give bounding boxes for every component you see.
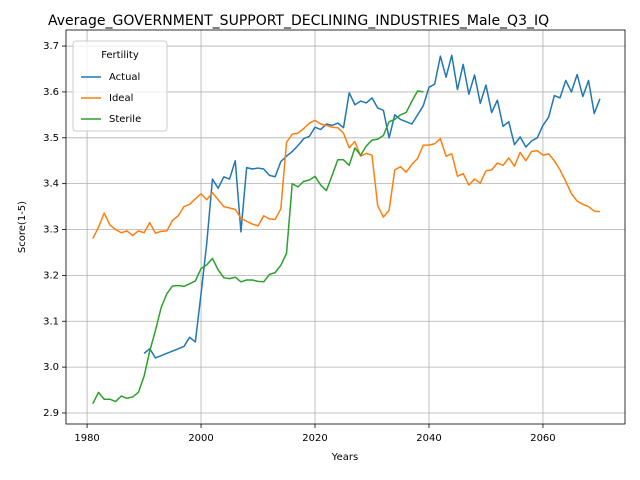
legend-label: Ideal: [109, 93, 133, 104]
data-line: [92, 119, 600, 240]
legend-label: Sterile: [109, 114, 141, 125]
y-tick-label: 3.6: [43, 87, 59, 98]
y-tick-label: 2.9: [43, 408, 59, 419]
y-tick-label: 3.4: [43, 179, 59, 190]
legend-label: Actual: [109, 72, 140, 83]
x-tick-label: 1980: [74, 433, 99, 444]
plot-frame: [65, 29, 626, 425]
data-line: [92, 90, 424, 405]
y-tick-label: 3.1: [43, 316, 59, 327]
y-tick-label: 3.7: [43, 41, 59, 52]
legend-title: Fertility: [101, 50, 139, 61]
y-tick-label: 3.2: [43, 270, 59, 281]
x-tick-label: 2000: [188, 433, 213, 444]
x-tick-label: 2040: [416, 433, 441, 444]
x-axis-label: Years: [331, 452, 358, 463]
y-axis-label: Score(1-5): [17, 201, 28, 253]
y-tick-label: 3.0: [43, 362, 59, 373]
x-tick-label: 2060: [530, 433, 555, 444]
legend-box: [72, 40, 168, 132]
data-line: [143, 54, 601, 359]
chart-title: Average_GOVERNMENT_SUPPORT_DECLINING_IND…: [48, 13, 549, 29]
y-tick-label: 3.3: [43, 225, 59, 236]
x-tick-label: 2020: [302, 433, 327, 444]
y-tick-label: 3.5: [43, 133, 59, 144]
